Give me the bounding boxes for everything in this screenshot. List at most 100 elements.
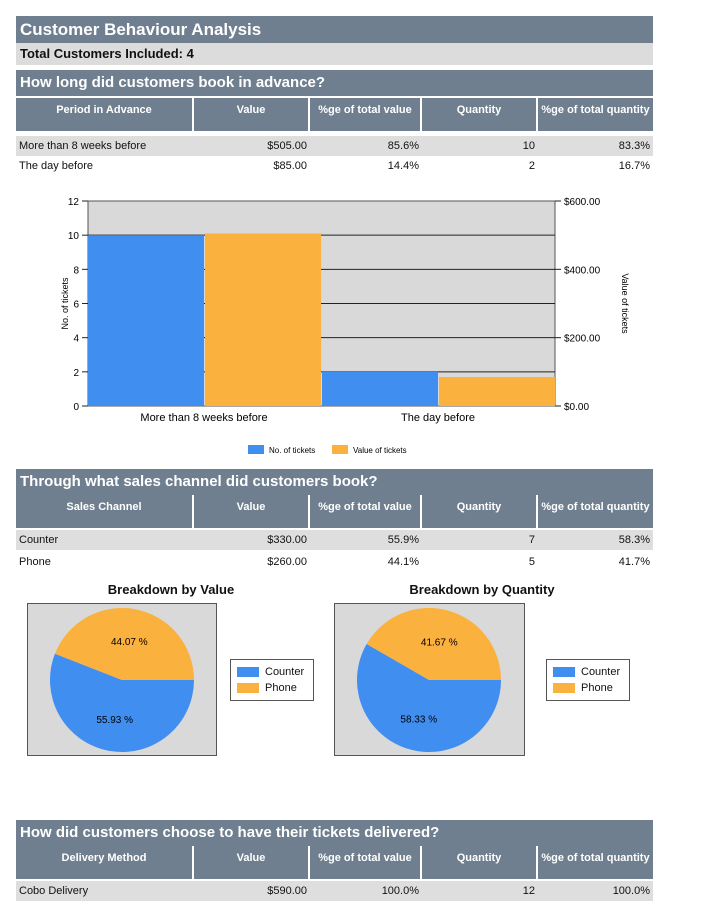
- legend-item: Phone: [237, 680, 307, 696]
- row-pct-quantity: 83.3%: [618, 140, 650, 152]
- row-label: More than 8 weeks before: [19, 140, 147, 152]
- table-row: The day before $85.00 14.4% 2 16.7%: [16, 156, 653, 176]
- col-pct-quantity: %ge of total quantity: [538, 846, 653, 879]
- row-pct-value: 55.9%: [387, 534, 419, 546]
- y2-tick-label: $600.00: [564, 197, 601, 208]
- table-row: More than 8 weeks before $505.00 85.6% 1…: [16, 136, 653, 156]
- pie-slice-label: 44.07 %: [111, 637, 148, 648]
- y2-tick-label: $200.00: [564, 334, 601, 345]
- col-pct-quantity: %ge of total quantity: [538, 98, 653, 131]
- col-value: Value: [194, 846, 308, 879]
- col-quantity: Quantity: [422, 495, 536, 528]
- pie-slice-phone: [366, 608, 501, 680]
- row-value: $330.00: [267, 534, 307, 546]
- row-label: Cobo Delivery: [19, 885, 89, 897]
- row-label: Phone: [19, 556, 51, 568]
- legend-swatch-counter: [237, 667, 259, 677]
- legend-swatch: [248, 445, 264, 454]
- row-pct-quantity: 100.0%: [612, 885, 650, 897]
- row-label: The day before: [19, 160, 93, 172]
- y-tick-label: 4: [73, 334, 79, 345]
- x-tick-label: The day before: [401, 412, 475, 424]
- col-pct-value: %ge of total value: [310, 98, 420, 131]
- report-title: Customer Behaviour Analysis: [16, 16, 653, 43]
- advance-section-title: How long did customers book in advance?: [16, 70, 653, 96]
- legend-label: No. of tickets: [269, 446, 315, 455]
- col-pct-value: %ge of total value: [310, 846, 420, 879]
- x-tick-label: More than 8 weeks before: [140, 412, 267, 424]
- col-quantity: Quantity: [422, 98, 536, 131]
- row-value: $260.00: [267, 556, 307, 568]
- bar-tickets: [322, 371, 438, 406]
- col-pct-quantity: %ge of total quantity: [538, 495, 653, 528]
- row-quantity: 7: [528, 534, 535, 546]
- row-quantity: 5: [528, 556, 535, 568]
- y2-tick-label: $400.00: [564, 265, 601, 276]
- pie-value-chart: 55.93 % 44.07 %: [27, 603, 217, 756]
- bar-tickets: [88, 235, 204, 406]
- row-pct-value: 14.4%: [387, 160, 419, 172]
- row-value: $590.00: [267, 885, 307, 897]
- y2-tick-label: $0.00: [564, 402, 589, 413]
- legend-swatch-phone: [237, 683, 259, 693]
- channel-section-title: Through what sales channel did customers…: [16, 469, 653, 495]
- row-pct-quantity: 41.7%: [618, 556, 650, 568]
- row-quantity: 12: [522, 885, 535, 897]
- legend-item: Counter: [553, 664, 623, 680]
- row-pct-value: 85.6%: [387, 140, 419, 152]
- pie-slice-counter: [357, 644, 501, 752]
- legend-swatch-counter: [553, 667, 575, 677]
- row-pct-quantity: 16.7%: [618, 160, 650, 172]
- channel-table-header: Sales Channel Value %ge of total value Q…: [16, 495, 653, 528]
- pie-slice-label: 58.33 %: [400, 714, 437, 725]
- row-label: Counter: [19, 534, 59, 546]
- y-tick-label: 6: [73, 300, 79, 311]
- row-value: $85.00: [273, 160, 307, 172]
- pie-quantity-legend: Counter Phone: [546, 659, 630, 701]
- delivery-section-title: How did customers choose to have their t…: [16, 820, 653, 846]
- row-pct-value: 44.1%: [387, 556, 419, 568]
- pie-value-title: Breakdown by Value: [107, 582, 235, 597]
- row-value: $505.00: [267, 140, 307, 152]
- pie-quantity-chart: 58.33 % 41.67 %: [334, 603, 525, 756]
- col-pct-value: %ge of total value: [310, 495, 420, 528]
- pie-slice-phone: [54, 608, 194, 680]
- col-period: Period in Advance: [16, 98, 192, 131]
- pie-slice-label: 41.67 %: [421, 638, 458, 649]
- row-quantity: 10: [522, 140, 535, 152]
- bar-value: [439, 376, 555, 406]
- pie-slice-label: 55.93 %: [96, 715, 133, 726]
- table-row: Counter $330.00 55.9% 7 58.3%: [16, 530, 653, 550]
- legend-swatch-phone: [553, 683, 575, 693]
- y-tick-label: 0: [73, 402, 79, 413]
- advance-table-header: Period in Advance Value %ge of total val…: [16, 98, 653, 131]
- pie-quantity-title: Breakdown by Quantity: [409, 582, 555, 597]
- y-tick-label: 10: [68, 231, 80, 242]
- legend-label: Phone: [581, 682, 613, 694]
- y-axis-label: No. of tickets: [60, 277, 70, 330]
- y2-axis-label: Value of tickets: [620, 273, 630, 334]
- legend-label: Value of tickets: [353, 446, 407, 455]
- advance-bar-chart: 0 2 4 6 8 10 12 $0.00 $200.00 $400.00 $600.00 No. o…: [60, 197, 630, 455]
- row-pct-value: 100.0%: [381, 885, 419, 897]
- table-row: Cobo Delivery $590.00 100.0% 12 100.0%: [16, 881, 653, 901]
- y-tick-label: 2: [73, 368, 79, 379]
- legend-label: Phone: [265, 682, 297, 694]
- table-row: Phone $260.00 44.1% 5 41.7%: [16, 552, 653, 572]
- bar-value: [205, 233, 321, 406]
- legend-swatch: [332, 445, 348, 454]
- pie-slice-counter: [50, 653, 195, 752]
- col-sales-channel: Sales Channel: [16, 495, 192, 528]
- y-tick-label: 8: [73, 265, 79, 276]
- col-value: Value: [194, 495, 308, 528]
- col-value: Value: [194, 98, 308, 131]
- total-customers: Total Customers Included: 4: [16, 43, 653, 65]
- row-quantity: 2: [528, 160, 535, 172]
- y-tick-label: 12: [68, 197, 80, 208]
- col-quantity: Quantity: [422, 846, 536, 879]
- legend-label: Counter: [265, 666, 305, 678]
- legend-item: Counter: [237, 664, 307, 680]
- row-pct-quantity: 58.3%: [618, 534, 650, 546]
- legend-label: Counter: [581, 666, 621, 678]
- legend-item: Phone: [553, 680, 623, 696]
